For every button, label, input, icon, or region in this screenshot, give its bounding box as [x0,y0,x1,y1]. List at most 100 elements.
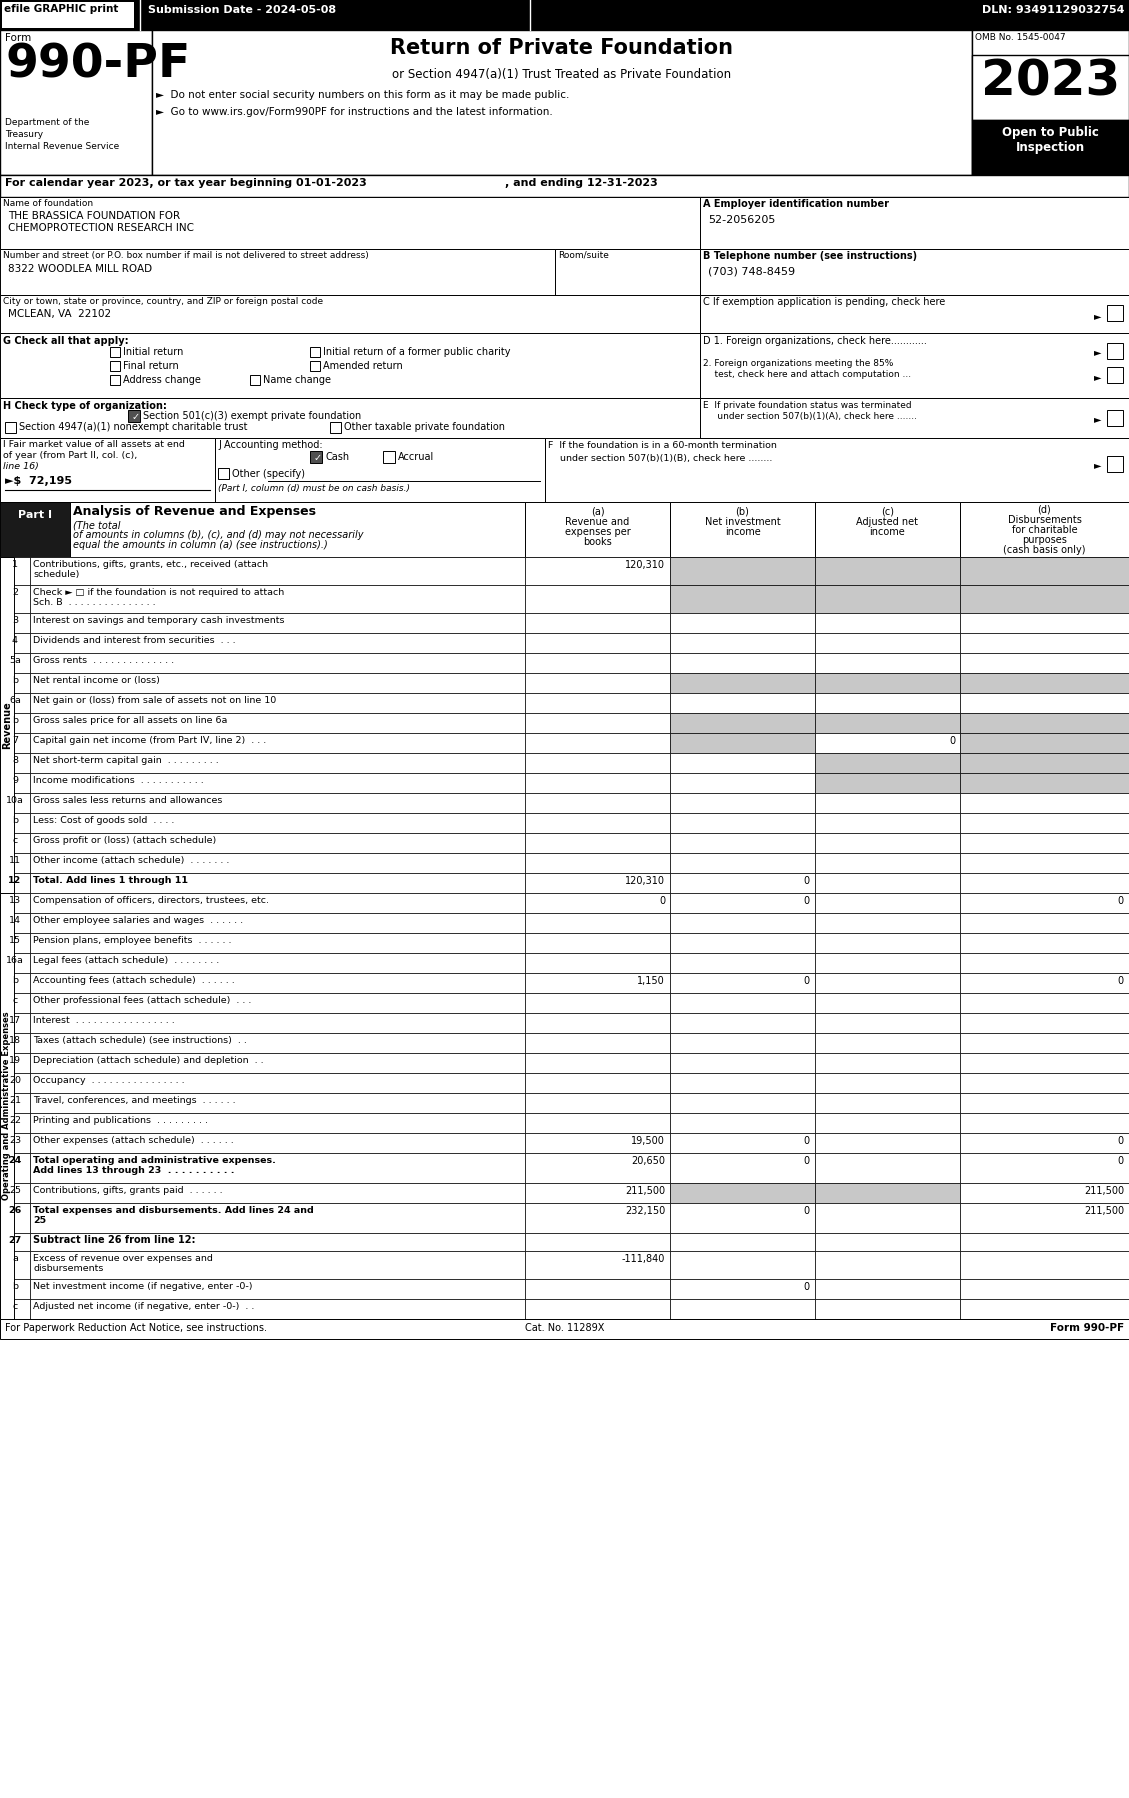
Text: Interest  . . . . . . . . . . . . . . . . .: Interest . . . . . . . . . . . . . . . .… [33,1016,175,1025]
Bar [0,613,30,633]
Bar [525,1233,669,1251]
Bar [960,734,1129,753]
Bar [815,1251,960,1278]
Bar [30,692,525,714]
Text: (Part I, column (d) must be on cash basis.): (Part I, column (d) must be on cash basi… [218,484,410,493]
Text: Section 501(c)(3) exempt private foundation: Section 501(c)(3) exempt private foundat… [143,412,361,421]
Bar [525,734,669,753]
Bar [960,557,1129,584]
Bar [525,1073,669,1093]
Bar [669,832,815,852]
Text: Interest on savings and temporary cash investments: Interest on savings and temporary cash i… [33,617,285,626]
Text: 26: 26 [8,1206,21,1215]
Text: 6a: 6a [9,696,21,705]
Text: under section 507(b)(1)(A), check here .......: under section 507(b)(1)(A), check here .… [703,412,917,421]
Bar [960,894,1129,913]
Text: 9: 9 [12,777,18,786]
Text: 7: 7 [12,735,18,744]
Text: CHEMOPROTECTION RESEARCH INC: CHEMOPROTECTION RESEARCH INC [8,223,194,234]
Text: C If exemption application is pending, check here: C If exemption application is pending, c… [703,297,945,307]
Bar [815,894,960,913]
Bar [960,1073,1129,1093]
Text: 11: 11 [9,856,21,865]
Text: 0: 0 [659,895,665,906]
Bar [525,793,669,813]
Text: Open to Public
Inspection: Open to Public Inspection [1003,126,1099,155]
Text: Check ► □ if the foundation is not required to attach
Sch. B  . . . . . . . . . : Check ► □ if the foundation is not requi… [33,588,285,608]
Bar [30,1073,525,1093]
Bar [669,773,815,793]
Text: Internal Revenue Service: Internal Revenue Service [5,142,120,151]
Text: 0: 0 [804,1136,809,1145]
Bar [960,1183,1129,1203]
Bar [30,773,525,793]
Bar [0,734,30,753]
Text: Less: Cost of goods sold  . . . .: Less: Cost of goods sold . . . . [33,816,174,825]
Bar [0,31,152,174]
Text: Amended return: Amended return [323,361,403,370]
Bar [669,953,815,973]
Text: under section 507(b)(1)(B), check here ........: under section 507(b)(1)(B), check here .… [548,455,772,464]
Bar [525,753,669,773]
Bar [972,56,1129,120]
Bar [669,1012,815,1034]
Text: Cash: Cash [325,451,349,462]
Text: efile GRAPHIC print: efile GRAPHIC print [5,4,119,14]
Text: c: c [12,836,18,845]
Bar [669,973,815,992]
Bar [960,813,1129,832]
Bar [0,1093,30,1113]
Text: Pension plans, employee benefits  . . . . . .: Pension plans, employee benefits . . . .… [33,937,231,946]
Bar [30,753,525,773]
Bar [525,1183,669,1203]
Bar [669,653,815,672]
Text: 19,500: 19,500 [631,1136,665,1145]
Bar [815,584,960,613]
Text: b: b [12,1282,18,1291]
Text: ►: ► [1094,372,1102,381]
Text: Revenue and: Revenue and [566,518,630,527]
Text: Net short-term capital gain  . . . . . . . . .: Net short-term capital gain . . . . . . … [33,755,219,764]
Bar [669,502,815,557]
Bar [960,1298,1129,1320]
Text: (The total: (The total [73,520,121,530]
Bar [960,753,1129,773]
Text: 23: 23 [9,1136,21,1145]
Bar [30,714,525,734]
Bar [669,1093,815,1113]
Bar [1108,343,1123,360]
Text: 2023: 2023 [981,58,1120,106]
Bar [30,973,525,992]
Bar [0,953,30,973]
Text: Adjusted net: Adjusted net [857,518,919,527]
Text: 0: 0 [1118,976,1124,985]
Bar [960,1133,1129,1153]
Bar [960,1278,1129,1298]
Text: Submission Date - 2024-05-08: Submission Date - 2024-05-08 [148,5,336,14]
Bar [960,973,1129,992]
Bar [0,1320,1129,1340]
Text: 8: 8 [12,755,18,764]
Bar [0,913,30,933]
Text: 1,150: 1,150 [637,976,665,985]
Text: City or town, state or province, country, and ZIP or foreign postal code: City or town, state or province, country… [3,297,323,306]
Bar [30,1012,525,1034]
Text: Net rental income or (loss): Net rental income or (loss) [33,676,160,685]
Bar [0,295,700,333]
Text: of amounts in columns (b), (c), and (d) may not necessarily: of amounts in columns (b), (c), and (d) … [73,530,364,539]
Bar [30,1251,525,1278]
Bar [960,832,1129,852]
Bar [669,1133,815,1153]
Bar [0,793,30,813]
Bar [669,1251,815,1278]
Text: Revenue: Revenue [2,701,12,750]
Text: b: b [12,816,18,825]
Bar [525,653,669,672]
Bar [960,653,1129,672]
Text: 19: 19 [9,1055,21,1064]
Bar [1108,367,1123,383]
Bar [30,1183,525,1203]
Bar [0,813,30,832]
Text: 0: 0 [804,1156,809,1165]
Bar [30,874,525,894]
